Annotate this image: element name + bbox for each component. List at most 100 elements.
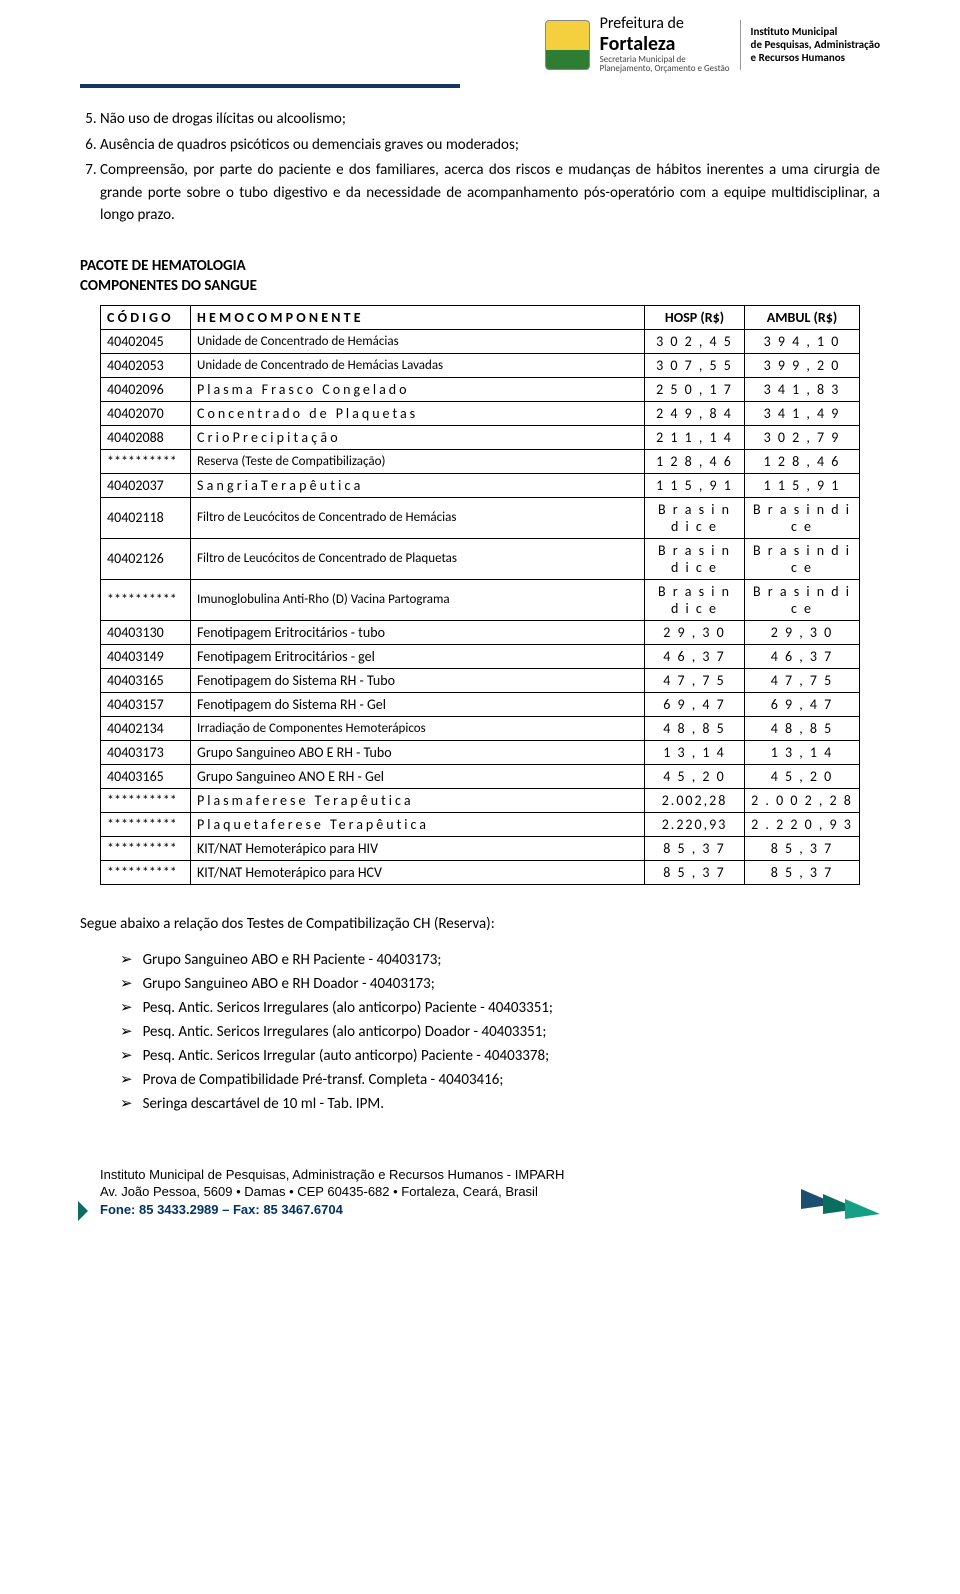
- cell-hosp: 2.220,93: [645, 812, 745, 836]
- brand-line1: Prefeitura de: [600, 15, 730, 33]
- footer-line2: Av. João Pessoa, 5609 • Damas • CEP 6043…: [100, 1183, 880, 1201]
- arrow-list: Grupo Sanguineo ABO e RH Paciente - 4040…: [80, 948, 880, 1116]
- table-row: **********Plaquetaferese Terapêutica2.22…: [101, 812, 860, 836]
- cell-code: 40403149: [101, 644, 191, 668]
- cell-code: 40403165: [101, 764, 191, 788]
- cell-desc: Fenotipagem Eritrocitários - tubo: [191, 620, 645, 644]
- cell-hosp: B r a s i n d i c e: [645, 497, 745, 538]
- table-row: **********KIT/NAT Hemoterápico para HCV8…: [101, 860, 860, 884]
- cell-desc: Fenotipagem Eritrocitários - gel: [191, 644, 645, 668]
- cell-hosp: 1 2 8 , 4 6: [645, 449, 745, 473]
- cell-hosp: 2 9 , 3 0: [645, 620, 745, 644]
- cell-code: **********: [101, 788, 191, 812]
- cell-desc: Plasmaferese Terapêutica: [191, 788, 645, 812]
- list-item: Pesq. Antic. Sericos Irregular (auto ant…: [120, 1044, 880, 1068]
- header-rule: [80, 84, 460, 88]
- col-hemo: H E M O C O M P O N E N T E: [191, 305, 645, 329]
- cell-hosp: 4 5 , 2 0: [645, 764, 745, 788]
- follow-text: Segue abaixo a relação dos Testes de Com…: [80, 915, 880, 933]
- cell-ambul: 3 4 1 , 4 9: [745, 401, 860, 425]
- cell-hosp: 4 8 , 8 5: [645, 716, 745, 740]
- cell-ambul: B r a s i n d i c e: [745, 538, 860, 579]
- list-item: Prova de Compatibilidade Pré-transf. Com…: [120, 1068, 880, 1092]
- cell-desc: Plaquetaferese Terapêutica: [191, 812, 645, 836]
- footer-triangles-right: [801, 1189, 880, 1219]
- list-item: Pesq. Antic. Sericos Irregulares (alo an…: [120, 996, 880, 1020]
- cell-desc: Grupo Sanguineo ABO E RH - Tubo: [191, 740, 645, 764]
- cell-desc: Grupo Sanguineo ANO E RH - Gel: [191, 764, 645, 788]
- cell-ambul: 3 9 4 , 1 0: [745, 329, 860, 353]
- table-row: 40403149Fenotipagem Eritrocitários - gel…: [101, 644, 860, 668]
- cell-code: 40403165: [101, 668, 191, 692]
- cell-hosp: 1 1 5 , 9 1: [645, 473, 745, 497]
- cell-ambul: 4 7 , 7 5: [745, 668, 860, 692]
- footer-line3: Fone: 85 3433.2989 – Fax: 85 3467.6704: [100, 1201, 880, 1219]
- cell-hosp: 4 7 , 7 5: [645, 668, 745, 692]
- table-row: 40402134Irradiação de Componentes Hemote…: [101, 716, 860, 740]
- cell-ambul: 1 2 8 , 4 6: [745, 449, 860, 473]
- brand-block: Prefeitura de Fortaleza Secretaria Munic…: [600, 15, 730, 74]
- institute-block: Instituto Municipal de Pesquisas, Admini…: [751, 25, 880, 65]
- cell-desc: KIT/NAT Hemoterápico para HIV: [191, 836, 645, 860]
- footer-triangle-left: [78, 1201, 88, 1221]
- cell-desc: Filtro de Leucócitos de Concentrado de H…: [191, 497, 645, 538]
- table-row: 40402088C r i o P r e c i p i t a ç ã o2…: [101, 425, 860, 449]
- cell-ambul: 2 . 0 0 2 , 2 8: [745, 788, 860, 812]
- cell-ambul: 4 8 , 8 5: [745, 716, 860, 740]
- hemocomponent-table: C Ó D I G O H E M O C O M P O N E N T E …: [100, 305, 860, 885]
- cell-hosp: 8 5 , 3 7: [645, 860, 745, 884]
- brand-line2: Fortaleza: [600, 33, 730, 55]
- col-ambul: AMBUL (R$): [745, 305, 860, 329]
- list-item: Grupo Sanguineo ABO e RH Paciente - 4040…: [120, 948, 880, 972]
- table-row: **********Plasmaferese Terapêutica2.002,…: [101, 788, 860, 812]
- inst-line2: de Pesquisas, Administração: [751, 38, 880, 51]
- cell-desc: S a n g r i a T e r a p ê u t i c a: [191, 473, 645, 497]
- cell-ambul: 4 6 , 3 7: [745, 644, 860, 668]
- cell-code: 40402045: [101, 329, 191, 353]
- brand-line4: Planejamento, Orçamento e Gestão: [600, 64, 730, 74]
- cell-ambul: 2 9 , 3 0: [745, 620, 860, 644]
- list-item: Pesq. Antic. Sericos Irregulares (alo an…: [120, 1020, 880, 1044]
- cell-hosp: 2 5 0 , 1 7: [645, 377, 745, 401]
- page-header: Prefeitura de Fortaleza Secretaria Munic…: [0, 0, 960, 79]
- cell-ambul: B r a s i n d i c e: [745, 579, 860, 620]
- table-row: 40402045Unidade de Concentrado de Hemáci…: [101, 329, 860, 353]
- footer-tri-3: [845, 1199, 880, 1219]
- table-row: 40402070Concentrado de Plaquetas2 4 9 , …: [101, 401, 860, 425]
- cell-ambul: 6 9 , 4 7: [745, 692, 860, 716]
- table-row: 40402126Filtro de Leucócitos de Concentr…: [101, 538, 860, 579]
- page-footer: Instituto Municipal de Pesquisas, Admini…: [0, 1166, 960, 1239]
- list-item: Ausência de quadros psicóticos ou demenc…: [100, 134, 880, 157]
- inst-line3: e Recursos Humanos: [751, 51, 880, 64]
- cell-desc: C r i o P r e c i p i t a ç ã o: [191, 425, 645, 449]
- list-item: Grupo Sanguineo ABO e RH Doador - 404031…: [120, 972, 880, 996]
- table-row: 40403165Fenotipagem do Sistema RH - Tubo…: [101, 668, 860, 692]
- cell-desc: Imunoglobulina Anti-Rho (D) Vacina Parto…: [191, 579, 645, 620]
- cell-code: **********: [101, 579, 191, 620]
- inst-line1: Instituto Municipal: [751, 25, 880, 38]
- cell-hosp: 8 5 , 3 7: [645, 836, 745, 860]
- cell-ambul: 3 9 9 , 2 0: [745, 353, 860, 377]
- cell-code: 40402134: [101, 716, 191, 740]
- cell-hosp: 3 0 2 , 4 5: [645, 329, 745, 353]
- cell-hosp: B r a s i n d i c e: [645, 538, 745, 579]
- cell-code: **********: [101, 860, 191, 884]
- cell-desc: Filtro de Leucócitos de Concentrado de P…: [191, 538, 645, 579]
- cell-code: 40402070: [101, 401, 191, 425]
- table-row: 40403173Grupo Sanguineo ABO E RH - Tubo1…: [101, 740, 860, 764]
- cell-ambul: 1 3 , 1 4: [745, 740, 860, 764]
- cell-desc: Unidade de Concentrado de Hemácias: [191, 329, 645, 353]
- list-item: Compreensão, por parte do paciente e dos…: [100, 159, 880, 227]
- footer-line1: Instituto Municipal de Pesquisas, Admini…: [100, 1166, 880, 1184]
- cell-code: 40402053: [101, 353, 191, 377]
- cell-code: 40403173: [101, 740, 191, 764]
- cell-hosp: 3 0 7 , 5 5: [645, 353, 745, 377]
- cell-code: **********: [101, 812, 191, 836]
- cell-desc: Irradiação de Componentes Hemoterápicos: [191, 716, 645, 740]
- col-codigo: C Ó D I G O: [101, 305, 191, 329]
- cell-code: 40403130: [101, 620, 191, 644]
- cell-hosp: 1 3 , 1 4: [645, 740, 745, 764]
- cell-ambul: B r a s i n d i c e: [745, 497, 860, 538]
- header-divider: [740, 20, 741, 70]
- cell-ambul: 1 1 5 , 9 1: [745, 473, 860, 497]
